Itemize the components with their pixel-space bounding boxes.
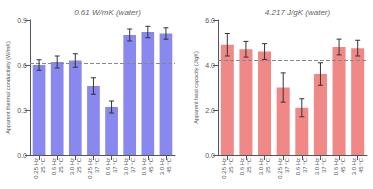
svg-text:0.6 Hz: 0.6 Hz <box>295 158 301 175</box>
svg-text:0.25 Hz: 0.25 Hz <box>33 158 39 179</box>
svg-text:45 °C: 45 °C <box>358 157 364 173</box>
svg-text:0.6 Hz: 0.6 Hz <box>105 158 111 175</box>
svg-text:Apparent thermal conductivity: Apparent thermal conductivity (W/mK) <box>5 41 11 134</box>
svg-text:6.0: 6.0 <box>205 17 215 24</box>
svg-text:0.9: 0.9 <box>17 17 27 24</box>
svg-text:37 °C: 37 °C <box>321 157 327 173</box>
svg-text:25 °C: 25 °C <box>76 157 82 173</box>
svg-text:0.6 Hz: 0.6 Hz <box>239 158 245 175</box>
svg-text:45 °C: 45 °C <box>166 157 172 173</box>
svg-text:0.6 Hz: 0.6 Hz <box>141 158 147 175</box>
svg-text:4.0: 4.0 <box>205 62 215 69</box>
svg-text:0.3: 0.3 <box>17 107 27 114</box>
svg-text:3.0 Hz: 3.0 Hz <box>314 158 320 175</box>
svg-text:3.0 Hz: 3.0 Hz <box>258 158 264 175</box>
svg-text:0.25 Hz: 0.25 Hz <box>221 158 227 179</box>
svg-text:0.6: 0.6 <box>17 62 27 69</box>
svg-text:45 °C: 45 °C <box>148 157 154 173</box>
svg-text:37 °C: 37 °C <box>112 157 118 173</box>
svg-text:25 °C: 25 °C <box>228 157 234 173</box>
svg-text:Apparent heat capacity (J/gK): Apparent heat capacity (J/gK) <box>193 51 199 124</box>
svg-text:25 °C: 25 °C <box>246 157 252 173</box>
svg-text:25 °C: 25 °C <box>265 157 271 173</box>
svg-text:3.0 Hz: 3.0 Hz <box>351 158 357 175</box>
svg-text:0.61 W/mK (water): 0.61 W/mK (water) <box>74 8 141 17</box>
svg-text:2.0: 2.0 <box>205 107 215 114</box>
svg-text:25 °C: 25 °C <box>58 157 64 173</box>
svg-text:37 °C: 37 °C <box>94 157 100 173</box>
svg-text:0.25 Hz: 0.25 Hz <box>87 158 93 179</box>
svg-text:37 °C: 37 °C <box>302 157 308 173</box>
svg-text:3.0 Hz: 3.0 Hz <box>159 158 165 175</box>
svg-text:25 °C: 25 °C <box>40 157 46 173</box>
svg-text:0.0: 0.0 <box>205 152 215 159</box>
svg-text:37 °C: 37 °C <box>130 157 136 173</box>
svg-text:0.25 Hz: 0.25 Hz <box>277 158 283 179</box>
svg-text:37 °C: 37 °C <box>284 157 290 173</box>
svg-text:45 °C: 45 °C <box>340 157 346 173</box>
svg-text:3.0 Hz: 3.0 Hz <box>123 158 129 175</box>
svg-text:4.217 J/gK (water): 4.217 J/gK (water) <box>265 8 331 17</box>
svg-text:0.0: 0.0 <box>17 152 27 159</box>
svg-text:3.0 Hz: 3.0 Hz <box>69 158 75 175</box>
svg-text:0.6 Hz: 0.6 Hz <box>51 158 57 175</box>
svg-text:0.6 Hz: 0.6 Hz <box>333 158 339 175</box>
